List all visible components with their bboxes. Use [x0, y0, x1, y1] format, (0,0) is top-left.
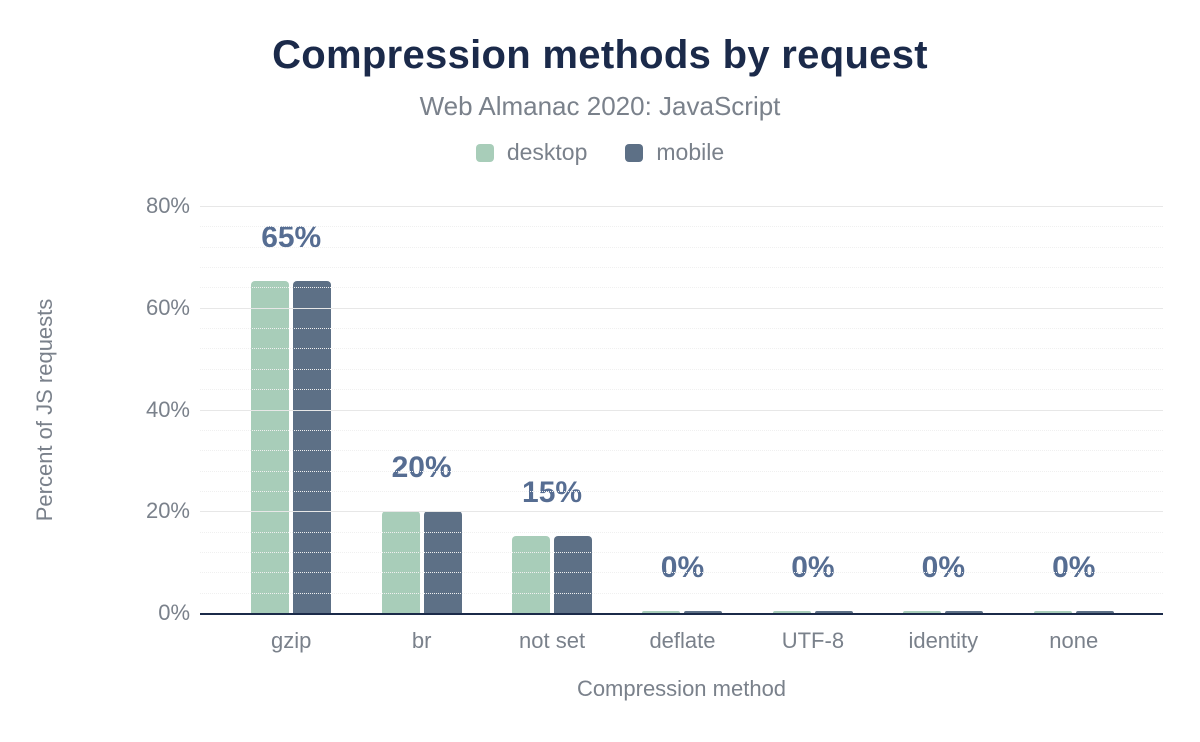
x-category-label: gzip: [271, 628, 312, 653]
category-group-not-set: 15% not set: [487, 206, 617, 653]
gridline-minor: [200, 450, 1163, 452]
bar-desktop-not-set[interactable]: [512, 536, 551, 613]
bar-mobile-not-set[interactable]: [554, 536, 593, 613]
y-tick-label: 80%: [145, 193, 190, 218]
x-category-label: none: [1049, 628, 1099, 653]
data-label: 15%: [522, 476, 583, 510]
data-label: 0%: [660, 551, 705, 584]
bar-mobile-br[interactable]: [423, 510, 462, 613]
y-axis-title: Percent of JS requests: [32, 298, 57, 522]
bar-mobile-deflate[interactable]: [684, 611, 723, 613]
chart-subtitle: Web Almanac 2020: JavaScript: [419, 91, 781, 121]
gridline-major: [200, 409, 1163, 411]
bar-groups: 65% gzip 20% br 15% not set 0% deflate 0% UTF-8 0%…: [226, 206, 1139, 653]
x-axis-title: Compression method: [576, 676, 787, 701]
category-group-utf-8: 0% UTF-8: [748, 206, 878, 653]
y-tick-label: 0%: [158, 600, 190, 625]
x-category-label: UTF-8: [781, 628, 845, 653]
gridline-major: [200, 511, 1163, 513]
legend: desktop mobile: [0, 139, 1200, 166]
bar-desktop-br[interactable]: [381, 510, 420, 613]
category-group-none: 0% none: [1009, 206, 1139, 653]
bar-mobile-identity[interactable]: [945, 611, 984, 613]
bar-desktop-utf-8[interactable]: [772, 611, 811, 613]
data-label: 0%: [1052, 551, 1096, 584]
category-group-identity: 0% identity: [878, 206, 1008, 653]
gridline-minor: [200, 470, 1163, 472]
gridline-minor: [200, 429, 1163, 431]
category-group-br: 20% br: [356, 206, 486, 653]
bar-desktop-none[interactable]: [1033, 611, 1072, 613]
gridline-minor: [200, 246, 1163, 248]
gridline-minor: [200, 348, 1163, 350]
category-group-gzip: 65% gzip: [226, 206, 356, 653]
x-category-label: br: [411, 628, 432, 653]
legend-label: desktop: [506, 139, 588, 165]
chart-title: Compression methods by request: [272, 33, 928, 77]
bar-pair: [226, 280, 356, 613]
gridline-major: [200, 206, 1163, 207]
gridline-minor: [200, 226, 1163, 228]
bar-pair: [617, 611, 747, 613]
bar-pair: [356, 510, 486, 613]
data-label: 0%: [921, 551, 965, 584]
gridline-minor: [200, 490, 1163, 492]
y-tick-label: 40%: [145, 396, 190, 422]
gridline-minor: [200, 592, 1163, 594]
bar-mobile-none[interactable]: [1075, 611, 1114, 613]
bar-pair: [487, 536, 617, 613]
gridline-minor: [200, 572, 1163, 574]
bar-pair: [748, 611, 878, 613]
data-label: 0%: [791, 551, 835, 584]
gridline-minor: [200, 368, 1163, 370]
bar-mobile-gzip[interactable]: [293, 280, 332, 613]
gridline-minor: [200, 328, 1163, 330]
bar-pair: [1009, 611, 1139, 613]
gridline-major: [200, 307, 1163, 309]
plot-area: 65% gzip 20% br 15% not set 0% deflate 0% UTF-8 0%…: [146, 193, 1163, 653]
legend-swatch-icon: [625, 143, 644, 162]
bar-desktop-gzip[interactable]: [251, 280, 290, 613]
y-tick-label: 20%: [145, 498, 190, 524]
bar-desktop-deflate[interactable]: [642, 611, 681, 613]
x-category-label: identity: [908, 628, 979, 653]
gridline-minor: [200, 267, 1163, 269]
legend-item-mobile[interactable]: mobile: [625, 139, 724, 166]
gridline-minor: [200, 551, 1163, 553]
x-category-label: not set: [519, 628, 586, 653]
gridline-minor: [200, 531, 1163, 533]
bar-desktop-identity[interactable]: [903, 611, 942, 613]
y-tick-label: 60%: [145, 294, 190, 320]
category-group-deflate: 0% deflate: [617, 206, 747, 653]
data-label: 20%: [391, 450, 452, 484]
bar-mobile-utf-8[interactable]: [814, 611, 853, 613]
gridline-minor: [200, 287, 1163, 289]
bar-pair: [878, 611, 1008, 613]
legend-swatch-icon: [475, 143, 494, 162]
legend-item-desktop[interactable]: desktop: [475, 139, 588, 166]
x-category-label: deflate: [649, 628, 716, 653]
gridline-minor: [200, 389, 1163, 391]
legend-label: mobile: [656, 139, 725, 165]
